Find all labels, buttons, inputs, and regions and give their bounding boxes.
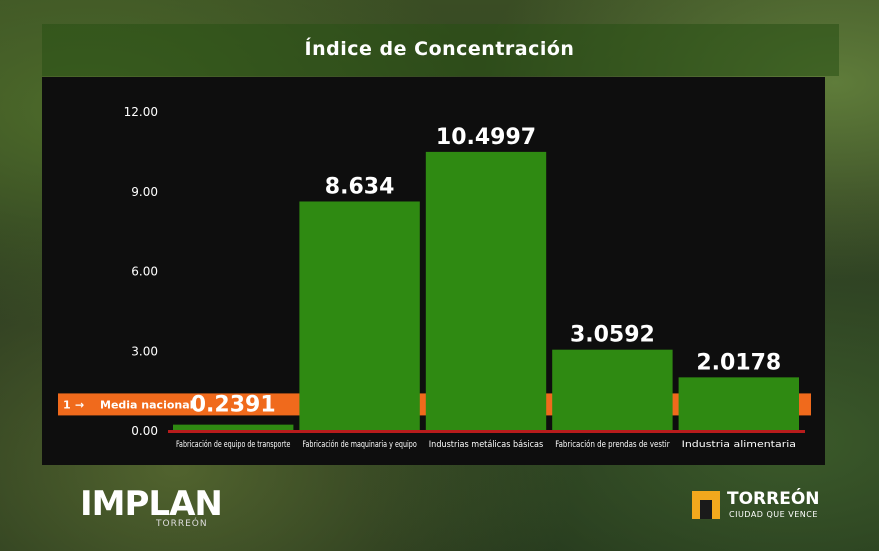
x-tick-label: Industria alimentaria	[682, 440, 796, 450]
bars	[173, 152, 799, 431]
reference-label: Media nacional	[100, 398, 193, 411]
baseline-axis	[168, 430, 805, 433]
x-tick-label: Fabricación de prendas de vestir	[555, 439, 670, 450]
bar	[679, 377, 799, 431]
bar-value-label: 2.0178	[696, 350, 781, 375]
bar	[552, 350, 672, 431]
y-axis: 12.00 9.00 6.00 3.00 0.00	[124, 105, 158, 438]
bar-value-label: 10.4997	[436, 125, 536, 150]
torreon-logo-name: TORREÓN	[727, 490, 820, 508]
x-tick-label: Fabricación de maquinaria y equipo	[302, 439, 416, 450]
reference-arrow: →	[75, 398, 84, 411]
implan-logo: IMPLAN	[80, 486, 222, 522]
x-tick-label: Fabricación de equipo de transporte	[176, 439, 290, 450]
bar-value-label: 8.634	[325, 174, 395, 199]
reference-value-label: 1	[63, 398, 71, 411]
bar-value-label: 0.2391	[191, 392, 276, 417]
torreon-logo-tagline: CIUDAD QUE VENCE	[729, 510, 818, 519]
y-tick-label: 6.00	[131, 265, 158, 279]
torreon-tower-icon	[692, 491, 720, 519]
y-tick-label: 0.00	[131, 424, 158, 438]
x-tick-label: Industrias metálicas básicas	[429, 440, 544, 450]
baseline	[168, 430, 805, 433]
y-tick-label: 9.00	[131, 185, 158, 199]
bar	[426, 152, 546, 431]
bar-value-label: 3.0592	[570, 323, 655, 348]
y-tick-label: 12.00	[124, 105, 158, 119]
y-tick-label: 3.00	[131, 344, 158, 358]
implan-logo-sub: TORREÓN	[156, 519, 208, 529]
bar	[299, 201, 419, 431]
x-axis: Fabricación de equipo de transporte Fabri…	[176, 439, 796, 450]
